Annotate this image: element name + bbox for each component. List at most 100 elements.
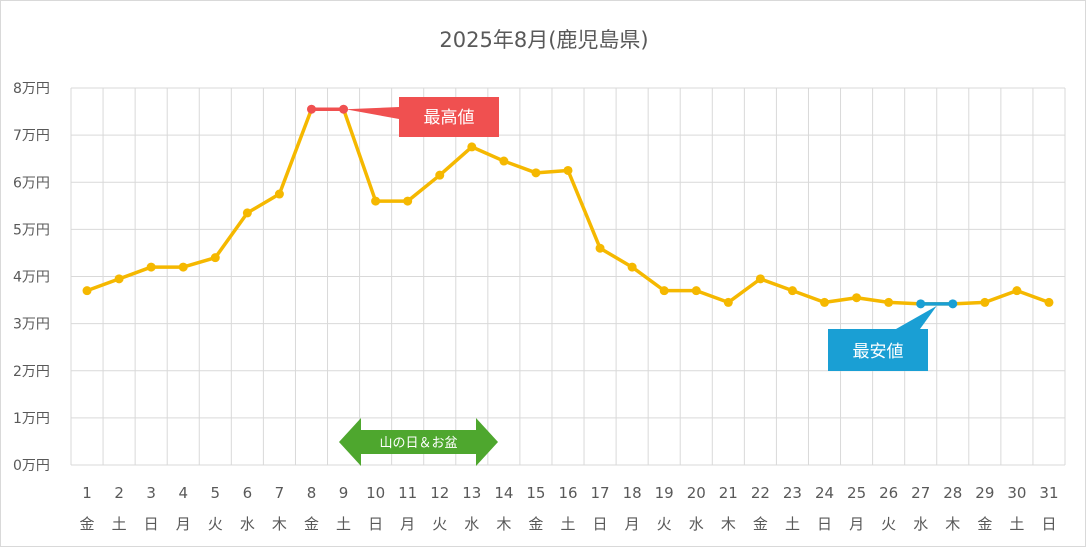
x-tick-day: 8 (307, 484, 317, 502)
data-point (755, 274, 765, 284)
x-tick-day: 9 (339, 484, 349, 502)
x-tick-weekday: 月 (176, 515, 191, 533)
x-axis-ticks: 1金2土3日4月5火6水7木8金9土10日11月12火13水14木15金16土1… (80, 484, 1059, 533)
data-point (659, 286, 669, 296)
chart-title: 2025年8月(鹿児島県) (439, 28, 648, 52)
y-tick-label: 4万円 (13, 270, 50, 286)
x-tick-day: 18 (623, 484, 642, 502)
x-tick-weekday: 木 (721, 515, 736, 533)
period-arrow: 山の日＆お盆 (339, 418, 498, 466)
x-tick-day: 10 (366, 484, 385, 502)
x-tick-day: 30 (1007, 484, 1026, 502)
x-tick-weekday: 日 (368, 515, 383, 533)
data-point (980, 297, 990, 307)
data-point (467, 142, 477, 152)
y-tick-label: 7万円 (13, 128, 50, 144)
data-point (178, 262, 188, 272)
grid (70, 87, 1066, 466)
x-tick-day: 14 (494, 484, 513, 502)
x-tick-day: 1 (82, 484, 92, 502)
x-tick-weekday: 木 (272, 515, 287, 533)
x-tick-day: 27 (911, 484, 930, 502)
data-point (948, 299, 958, 309)
data-point (1044, 297, 1054, 307)
x-tick-weekday: 金 (528, 515, 543, 533)
y-tick-label: 1万円 (13, 411, 50, 427)
y-tick-label: 5万円 (13, 222, 50, 238)
x-tick-day: 20 (687, 484, 706, 502)
x-tick-weekday: 月 (849, 515, 864, 533)
x-tick-day: 6 (243, 484, 253, 502)
data-point (852, 293, 862, 303)
x-tick-day: 25 (847, 484, 866, 502)
x-tick-day: 29 (975, 484, 994, 502)
x-tick-weekday: 土 (785, 515, 800, 533)
x-tick-day: 4 (178, 484, 188, 502)
x-tick-weekday: 火 (432, 515, 447, 533)
y-tick-label: 0万円 (13, 458, 50, 474)
x-tick-weekday: 月 (400, 515, 415, 533)
data-point (531, 168, 541, 178)
x-tick-day: 13 (462, 484, 481, 502)
x-tick-weekday: 土 (112, 515, 127, 533)
data-point (82, 286, 92, 296)
data-point (820, 297, 830, 307)
data-point (242, 208, 252, 218)
data-point (339, 104, 349, 114)
data-point (1012, 286, 1022, 296)
x-tick-weekday: 金 (304, 515, 319, 533)
y-tick-label: 3万円 (13, 317, 50, 333)
x-tick-weekday: 金 (80, 515, 95, 533)
x-tick-weekday: 日 (1041, 515, 1056, 533)
x-tick-weekday: 火 (881, 515, 896, 533)
x-tick-day: 2 (114, 484, 124, 502)
x-tick-day: 23 (783, 484, 802, 502)
data-point (916, 299, 926, 309)
x-tick-day: 31 (1039, 484, 1058, 502)
x-tick-day: 24 (815, 484, 834, 502)
x-tick-weekday: 土 (560, 515, 575, 533)
data-point (435, 170, 445, 180)
data-point (691, 286, 701, 296)
data-point (563, 165, 573, 175)
x-tick-day: 22 (751, 484, 770, 502)
y-tick-label: 6万円 (13, 175, 50, 191)
data-point (499, 156, 509, 166)
y-tick-label: 8万円 (13, 81, 50, 97)
max-callout-label: 最高値 (424, 108, 475, 128)
x-tick-weekday: 火 (208, 515, 223, 533)
x-tick-weekday: 日 (593, 515, 608, 533)
x-tick-day: 7 (275, 484, 285, 502)
x-tick-weekday: 木 (496, 515, 511, 533)
max-callout: 最高値 (345, 97, 499, 137)
data-point (627, 262, 637, 272)
x-tick-day: 19 (655, 484, 674, 502)
x-tick-day: 3 (146, 484, 156, 502)
data-point (884, 297, 894, 307)
y-axis-ticks: 0万円 1万円 2万円 3万円 4万円 5万円 6万円 7万円 8万円 (13, 81, 50, 474)
x-tick-weekday: 水 (913, 515, 928, 533)
price-series (82, 104, 1054, 309)
x-tick-weekday: 金 (977, 515, 992, 533)
data-point (306, 104, 316, 114)
x-tick-day: 15 (526, 484, 545, 502)
x-tick-weekday: 土 (1009, 515, 1024, 533)
x-tick-weekday: 木 (945, 515, 960, 533)
y-tick-label: 2万円 (13, 364, 50, 380)
x-tick-day: 5 (211, 484, 221, 502)
x-tick-weekday: 日 (817, 515, 832, 533)
min-callout-label: 最安値 (853, 342, 904, 362)
data-point (274, 189, 284, 199)
x-tick-day: 12 (430, 484, 449, 502)
x-tick-day: 28 (943, 484, 962, 502)
data-point (146, 262, 156, 272)
x-tick-weekday: 火 (657, 515, 672, 533)
data-point (787, 286, 797, 296)
x-tick-day: 17 (591, 484, 610, 502)
x-tick-day: 21 (719, 484, 738, 502)
data-point (114, 274, 124, 284)
data-point (723, 297, 733, 307)
min-callout: 最安値 (828, 305, 937, 371)
